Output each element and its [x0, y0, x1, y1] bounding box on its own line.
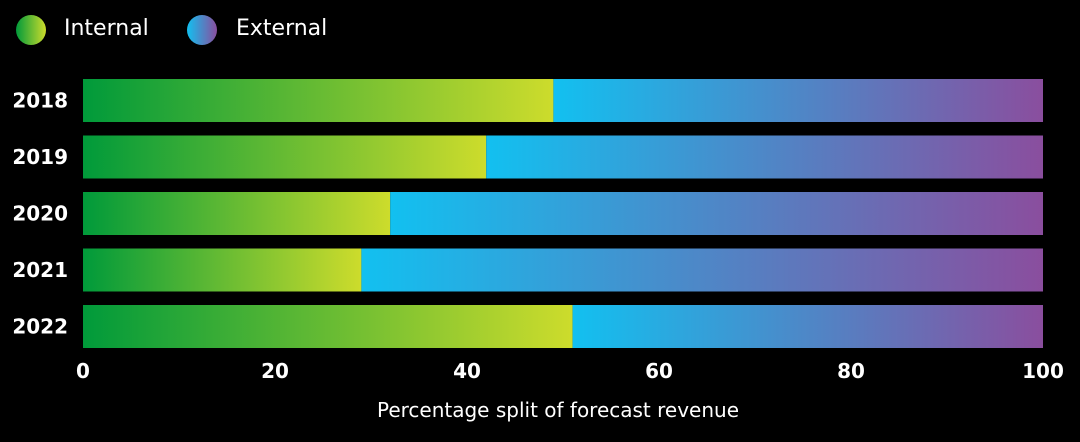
- bar-internal-2021: [83, 248, 362, 292]
- x-tick-label-60: 60: [645, 359, 673, 383]
- bar-external-2020: [390, 192, 1043, 235]
- bar-internal-2018: [83, 79, 554, 122]
- category-label-2020: 2020: [12, 202, 68, 226]
- category-label-2022: 2022: [12, 315, 68, 339]
- category-label-2018: 2018: [12, 89, 68, 113]
- bars: [83, 79, 1043, 348]
- legend-swatch-internal: [16, 15, 46, 45]
- x-tick-label-100: 100: [1022, 359, 1064, 383]
- x-tick-label-80: 80: [837, 359, 865, 383]
- x-axis-tick-labels: 0 20 40 60 80 100: [76, 359, 1064, 383]
- category-labels: 2018 2019 2020 2021 2022: [12, 89, 68, 339]
- bar-external-2018: [553, 79, 1043, 122]
- bar-external-2019: [486, 135, 1043, 179]
- bar-external-2022: [572, 305, 1043, 348]
- bar-internal-2020: [83, 192, 391, 235]
- category-label-2021: 2021: [12, 258, 68, 282]
- bar-internal-2022: [83, 305, 573, 348]
- x-tick-label-20: 20: [261, 359, 289, 383]
- bar-internal-2019: [83, 135, 487, 179]
- legend-swatch-external: [187, 15, 217, 45]
- x-tick-label-40: 40: [453, 359, 481, 383]
- x-tick-label-0: 0: [76, 359, 90, 383]
- legend-item-external: External: [187, 15, 327, 45]
- legend-label-internal: Internal: [64, 16, 149, 41]
- x-axis-title: Percentage split of forecast revenue: [377, 398, 739, 422]
- category-label-2019: 2019: [12, 145, 68, 169]
- legend-item-internal: Internal: [16, 15, 149, 45]
- bar-external-2021: [361, 248, 1043, 292]
- legend-label-external: External: [236, 16, 327, 41]
- legend: Internal External: [16, 15, 327, 45]
